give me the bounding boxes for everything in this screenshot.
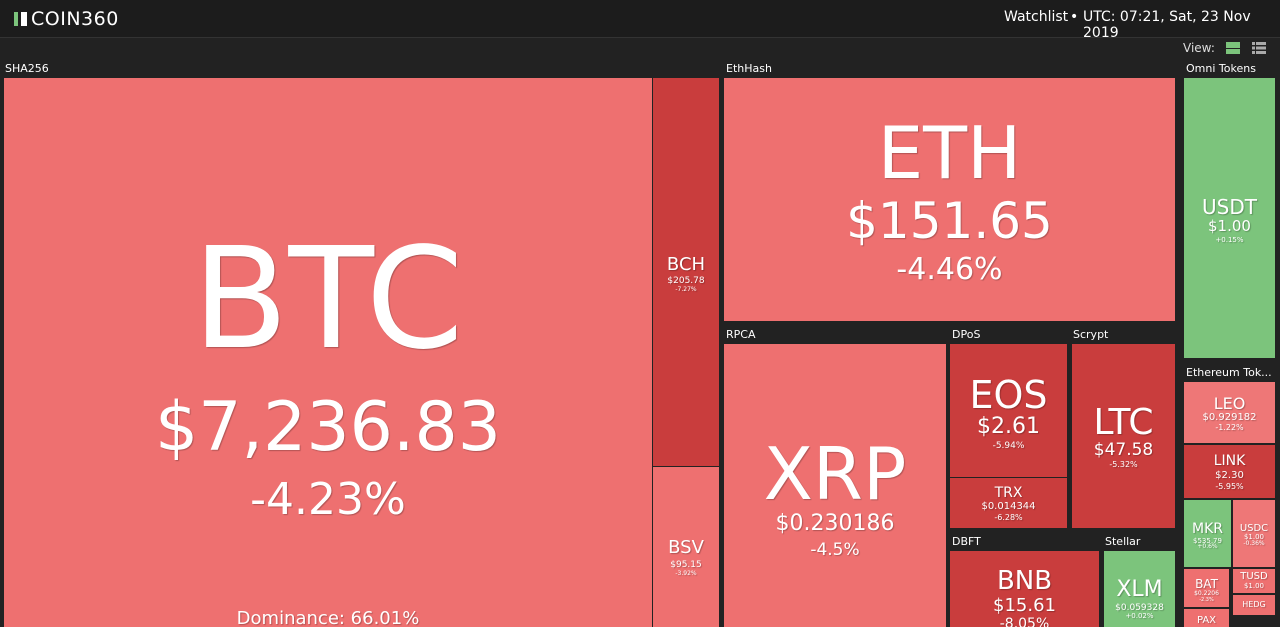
coin-name: BAT — [1195, 576, 1218, 591]
logo[interactable]: COIN360 — [14, 8, 119, 30]
coin-price: $0.929182 — [1202, 412, 1257, 423]
coin-name: TRX — [994, 484, 1023, 501]
coin-tile[interactable]: XLM $0.059328 +0.02% — [1104, 551, 1175, 627]
coin-price: $2.61 — [977, 413, 1040, 439]
coin-tile[interactable]: EOS $2.61 -5.94% — [950, 344, 1067, 477]
coin-tile[interactable]: BNB $15.61 -8.05% — [950, 551, 1099, 627]
coin-name: HEDG — [1242, 600, 1266, 610]
watchlist-link[interactable]: Watchlist — [1004, 9, 1069, 25]
coin-price: $47.58 — [1093, 439, 1154, 460]
coin-change: -5.95% — [1215, 482, 1244, 492]
group-label: Omni Tokens — [1186, 62, 1256, 75]
coin-change: -6.28% — [994, 513, 1023, 523]
coin-price: $535.79 — [1193, 536, 1222, 545]
coin-tile[interactable]: LEO $0.929182 -1.22% — [1184, 382, 1275, 443]
coin-change: +0.15% — [1215, 235, 1244, 244]
coin-change: -0.36% — [1243, 540, 1265, 548]
coin-tile[interactable]: HEDG — [1233, 595, 1275, 615]
coin-name: MKR — [1192, 520, 1223, 537]
coin-name: LTC — [1093, 402, 1154, 444]
coin-tile[interactable]: LINK $2.30 -5.95% — [1184, 445, 1275, 498]
coin-name: BSV — [668, 537, 704, 559]
coin-name: XLM — [1116, 576, 1163, 602]
coin-price: $0.230186 — [775, 510, 895, 536]
coin-tile[interactable]: TUSD $1.00 — [1233, 569, 1275, 593]
coin-price: $1.00 — [1208, 217, 1251, 235]
coin-change: +0.02% — [1125, 611, 1154, 620]
coin-name: XRP — [763, 431, 907, 516]
coin-tile[interactable]: MKR $535.79 +0.6% — [1184, 500, 1231, 567]
coin-change: -4.46% — [896, 252, 1003, 287]
coin-name: BCH — [666, 254, 706, 276]
coin-tile[interactable]: PAX — [1184, 609, 1229, 627]
coin-change: -3.92% — [675, 570, 697, 578]
coin-tile[interactable]: BSV $95.15 -3.92% — [653, 467, 719, 627]
coin-price: $0.2206 — [1194, 590, 1219, 598]
coin-name: BTC — [192, 218, 464, 381]
group-label: DBFT — [952, 535, 981, 548]
group-label: DPoS — [952, 328, 981, 341]
coin-price: $15.61 — [993, 595, 1056, 617]
group-label: Ethereum Tok... — [1186, 366, 1272, 379]
coin-change: -2.3% — [1199, 597, 1214, 603]
coin-tile[interactable]: BTC $7,236.83 -4.23% Dominance: 66.01% — [4, 78, 652, 627]
top-bar: COIN360 Watchlist • UTC: 07:21, Sat, 23 … — [0, 0, 1280, 41]
clock: UTC: 07:21, Sat, 23 Nov 2019 — [1083, 9, 1251, 41]
coin-price: $205.78 — [667, 275, 705, 286]
coin-tile[interactable]: USDC $1.00 -0.36% — [1233, 500, 1275, 567]
coin-change: -7.27% — [675, 286, 697, 294]
view-list[interactable] — [1252, 42, 1266, 54]
coin-tile[interactable]: BCH $205.78 -7.27% — [653, 78, 719, 466]
coin-change: -5.32% — [1109, 460, 1138, 470]
coin-dominance: Dominance: 66.01% — [236, 608, 420, 627]
coin-tile[interactable]: LTC $47.58 -5.32% — [1072, 344, 1175, 528]
coin-name: PAX — [1196, 615, 1217, 626]
coin-tile[interactable]: ETH $151.65 -4.46% — [724, 78, 1175, 321]
logo-text: COIN360 — [31, 8, 119, 30]
coin-price: $1.00 — [1243, 532, 1265, 541]
coin-name: LEO — [1213, 394, 1246, 414]
coin-name: EOS — [969, 373, 1048, 418]
coin-price: $7,236.83 — [154, 388, 502, 468]
coin-tile[interactable]: USDT $1.00 +0.15% — [1184, 78, 1275, 358]
coin-price: $151.65 — [846, 192, 1053, 250]
coin-name: TUSD — [1240, 571, 1268, 582]
coin-name: USDC — [1239, 523, 1269, 534]
group-label: SHA256 — [5, 62, 49, 75]
coin-change: -1.22% — [1215, 423, 1244, 433]
coin-price: $0.014344 — [981, 501, 1036, 512]
coin-tile[interactable]: BAT $0.2206 -2.3% — [1184, 569, 1229, 607]
group-label: EthHash — [726, 62, 772, 75]
coin-change: -8.05% — [999, 615, 1050, 627]
group-label: RPCA — [726, 328, 756, 341]
group-label: Scrypt — [1073, 328, 1109, 341]
coin-name: USDT — [1202, 195, 1257, 219]
coin-name: BNB — [996, 566, 1053, 597]
coin-change: +0.6% — [1197, 543, 1218, 551]
separator: • — [1070, 9, 1079, 25]
coin-change: -4.23% — [250, 473, 406, 525]
coin-change: -5.94% — [992, 440, 1025, 451]
coin-name: ETH — [877, 110, 1022, 195]
coin-price: $95.15 — [670, 559, 702, 570]
view-label: View: — [1183, 41, 1215, 55]
view-treemap[interactable] — [1226, 42, 1240, 54]
coin-price: $2.30 — [1215, 470, 1244, 481]
coin-price: $1.00 — [1243, 581, 1265, 590]
coin-change: -4.5% — [810, 539, 860, 560]
coin-tile[interactable]: XRP $0.230186 -4.5% — [724, 344, 946, 627]
coin-name: LINK — [1213, 452, 1246, 469]
group-label: Stellar — [1105, 535, 1141, 548]
coin-tile[interactable]: TRX $0.014344 -6.28% — [950, 478, 1067, 528]
coin-price: $0.059328 — [1115, 602, 1164, 613]
